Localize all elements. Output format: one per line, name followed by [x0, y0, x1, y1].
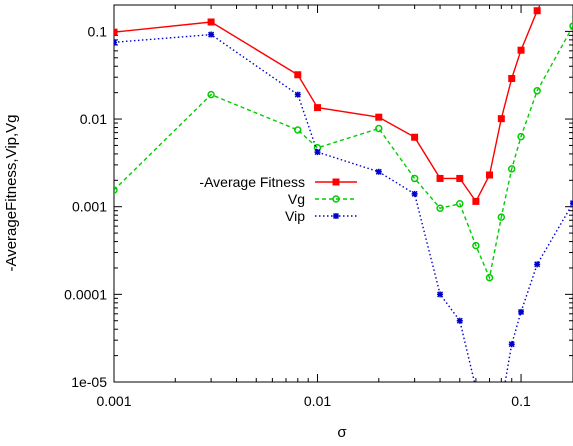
data-point [497, 115, 505, 123]
series-line [114, 33, 573, 382]
data-point [411, 190, 418, 197]
data-point [472, 197, 480, 205]
series-1 [114, 22, 573, 282]
data-point [114, 186, 118, 194]
data-point [569, 22, 573, 30]
data-point [508, 341, 515, 348]
data-point [456, 317, 463, 324]
data-point [473, 385, 479, 391]
data-point [436, 204, 444, 212]
data-point [114, 28, 118, 36]
data-point [507, 165, 516, 173]
data-point [375, 168, 382, 175]
data-point [294, 91, 301, 98]
data-point [207, 18, 215, 26]
data-point [508, 75, 516, 83]
data-point [533, 7, 541, 15]
data-point [375, 124, 383, 133]
data-point [533, 87, 541, 95]
data-point [375, 113, 383, 121]
legend-marker [332, 195, 340, 203]
legend-marker [332, 212, 340, 220]
series-2 [114, 31, 573, 420]
data-point [517, 46, 525, 54]
data-point [437, 291, 444, 298]
x-tick-label: 0.001 [96, 393, 131, 409]
data-point [411, 133, 419, 141]
data-point [314, 149, 321, 156]
legend-label: -Average Fitness [199, 174, 305, 190]
data-point [472, 241, 480, 250]
data-point [456, 200, 464, 208]
series-line [114, 25, 573, 281]
data-point [207, 90, 215, 99]
y-axis-label: -AverageFitness,Vip,Vg [3, 114, 20, 271]
data-point [518, 308, 525, 315]
x-tick-label: 0.01 [304, 393, 331, 409]
legend-label: Vip [285, 208, 305, 224]
y-tick-label: 0.1 [88, 23, 108, 39]
y-tick-label: 0.001 [72, 199, 107, 215]
legend-marker [332, 178, 340, 186]
y-tick-label: 0.01 [80, 111, 107, 127]
x-axis-label: σ [337, 424, 347, 441]
data-point [485, 273, 494, 282]
data-point [294, 126, 302, 134]
series-0 [114, 5, 541, 205]
legend-label: Vg [288, 191, 305, 207]
data-point [114, 39, 118, 46]
data-point [456, 174, 464, 182]
data-point [436, 174, 444, 182]
series-group [114, 5, 573, 420]
plot-frame [113, 4, 573, 383]
data-point [517, 132, 525, 141]
x-axis-ticks: 0.001 0.01 0.1 [96, 5, 531, 409]
data-point [497, 213, 506, 221]
y-tick-label: 0.0001 [64, 286, 107, 302]
data-point [498, 402, 504, 408]
y-axis-ticks: 1e-05 0.0001 0.001 0.01 0.1 [64, 4, 573, 390]
data-point [208, 31, 215, 38]
data-point [314, 104, 322, 112]
data-point [534, 261, 541, 268]
data-point [487, 414, 493, 420]
y-tick-label: 1e-05 [71, 374, 107, 390]
data-point [294, 71, 302, 79]
data-point [410, 174, 419, 183]
data-point [486, 171, 494, 179]
series-line [114, 5, 541, 203]
x-tick-label: 0.1 [511, 393, 531, 409]
